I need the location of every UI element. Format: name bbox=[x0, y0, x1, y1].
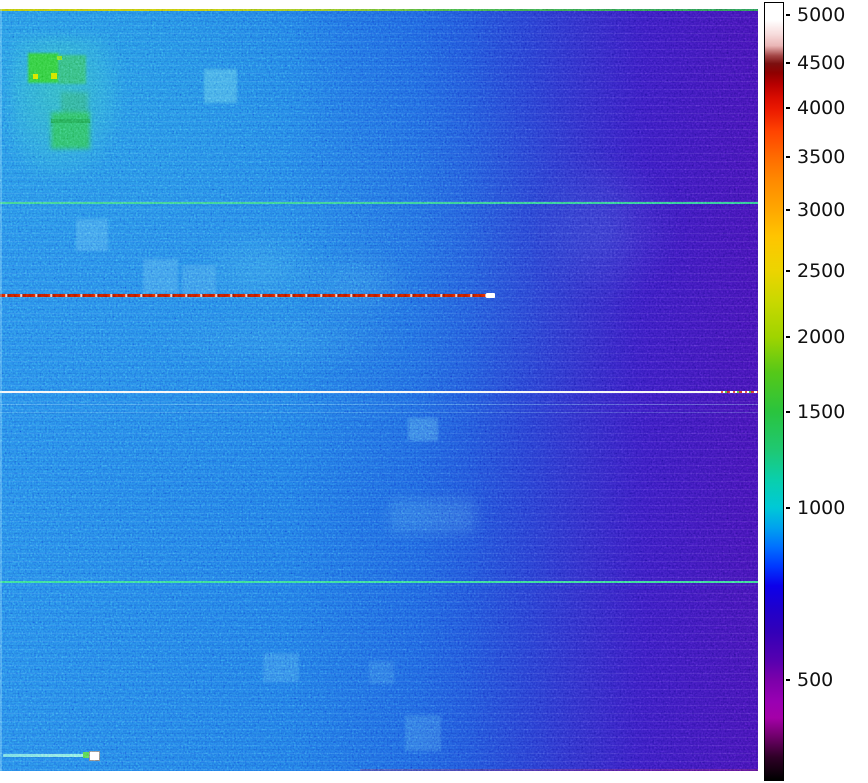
faint-square-row6a bbox=[263, 653, 299, 682]
top-edge-line bbox=[0, 9, 758, 11]
bottom-edge-line bbox=[360, 769, 758, 771]
heatmap-right-tint bbox=[0, 9, 758, 771]
halo-topleft bbox=[10, 37, 120, 177]
teal-patch bbox=[61, 92, 88, 117]
faint-square-row2 bbox=[76, 219, 108, 251]
colorbar bbox=[764, 2, 784, 781]
red-speckled-line bbox=[0, 294, 490, 297]
colorbar-gradient bbox=[765, 3, 783, 780]
colorbar-tick-label: 2000 bbox=[797, 325, 846, 348]
colorbar-tick-label: 5000 bbox=[797, 4, 846, 27]
heatmap-canvas bbox=[0, 9, 758, 771]
green-line-lower bbox=[0, 581, 758, 583]
haze-mid-left bbox=[190, 231, 330, 311]
haze-midband bbox=[390, 499, 475, 533]
colorbar-tick-label: 1000 bbox=[797, 496, 846, 519]
left-edge-column bbox=[0, 9, 2, 771]
heatmap-scanline-banding bbox=[0, 9, 758, 771]
colorbar-tick bbox=[786, 269, 790, 272]
colorbar-tick bbox=[786, 208, 790, 211]
haze-mid-center bbox=[295, 249, 415, 319]
colorbar-tick bbox=[786, 506, 790, 509]
colorbar-tick bbox=[786, 410, 790, 413]
faint-line-b bbox=[0, 412, 758, 413]
faint-square-row3b bbox=[182, 265, 216, 298]
colorbar-tick bbox=[786, 61, 790, 64]
yellow-speck-a bbox=[33, 74, 38, 79]
green-speck-top bbox=[57, 56, 62, 60]
colorbar-tick bbox=[786, 335, 790, 338]
colorbar-tick-label: 4000 bbox=[797, 96, 846, 119]
colorbar-tick-label: 4500 bbox=[797, 51, 846, 74]
colorbar-tick-label: 3500 bbox=[797, 146, 846, 169]
colorbar-tick-label: 500 bbox=[797, 668, 834, 691]
yellow-speck-b bbox=[51, 73, 57, 79]
heatmap-features bbox=[0, 9, 758, 771]
colorbar-tick-label: 3000 bbox=[797, 198, 846, 221]
haze-below-redline bbox=[150, 309, 410, 369]
colorbar-tick bbox=[786, 106, 790, 109]
faint-square-row5 bbox=[408, 418, 438, 441]
red-line-tip bbox=[486, 293, 495, 298]
white-tip-box bbox=[89, 751, 100, 761]
colorbar-tick bbox=[786, 14, 790, 17]
faint-square-row3a bbox=[143, 259, 178, 294]
green-square-main bbox=[28, 53, 59, 83]
cyan-run-tip-green bbox=[83, 752, 91, 758]
colorbar-tick-label: 1500 bbox=[797, 400, 846, 423]
haze-upper-right bbox=[535, 159, 675, 299]
heatmap-base-gradient bbox=[0, 9, 758, 771]
colorbar-tick-label: 2500 bbox=[797, 259, 846, 282]
green-line-upper bbox=[0, 202, 758, 204]
green-square-lower bbox=[51, 112, 90, 149]
colorbar-tick bbox=[786, 156, 790, 159]
faint-square-row7 bbox=[405, 715, 441, 751]
white-line-tail bbox=[718, 391, 758, 393]
cyan-run bbox=[3, 754, 88, 757]
colorbar-tick bbox=[786, 678, 790, 681]
noise-overlay bbox=[0, 9, 758, 771]
green-square-right bbox=[59, 55, 86, 84]
faint-line-a bbox=[0, 404, 758, 405]
green-stripe bbox=[51, 119, 90, 123]
white-line bbox=[0, 391, 720, 393]
faint-square-top bbox=[204, 69, 237, 103]
faint-square-row6b bbox=[369, 661, 394, 684]
